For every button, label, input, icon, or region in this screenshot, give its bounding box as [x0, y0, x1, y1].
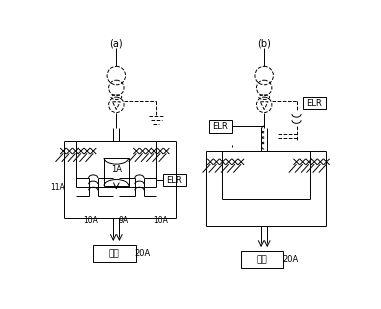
Text: 1A: 1A: [111, 165, 122, 174]
Text: 10A: 10A: [153, 216, 168, 225]
Text: 20A: 20A: [134, 249, 150, 258]
Text: 10A: 10A: [83, 216, 98, 225]
Text: ELR: ELR: [166, 176, 182, 185]
Text: ELR: ELR: [213, 122, 228, 131]
Bar: [104, 158, 129, 186]
Bar: [241, 251, 283, 268]
Text: 負荷: 負荷: [256, 255, 267, 264]
Bar: [163, 174, 186, 186]
Bar: [93, 245, 136, 262]
Text: 9A: 9A: [119, 216, 129, 225]
Text: ELR: ELR: [306, 99, 322, 108]
Bar: [303, 97, 326, 109]
Text: 負荷: 負荷: [109, 249, 119, 258]
Text: (b): (b): [257, 38, 271, 48]
Bar: [209, 120, 232, 133]
Text: 20A: 20A: [282, 255, 298, 264]
Text: (a): (a): [109, 38, 123, 48]
Text: 11A: 11A: [50, 183, 65, 192]
